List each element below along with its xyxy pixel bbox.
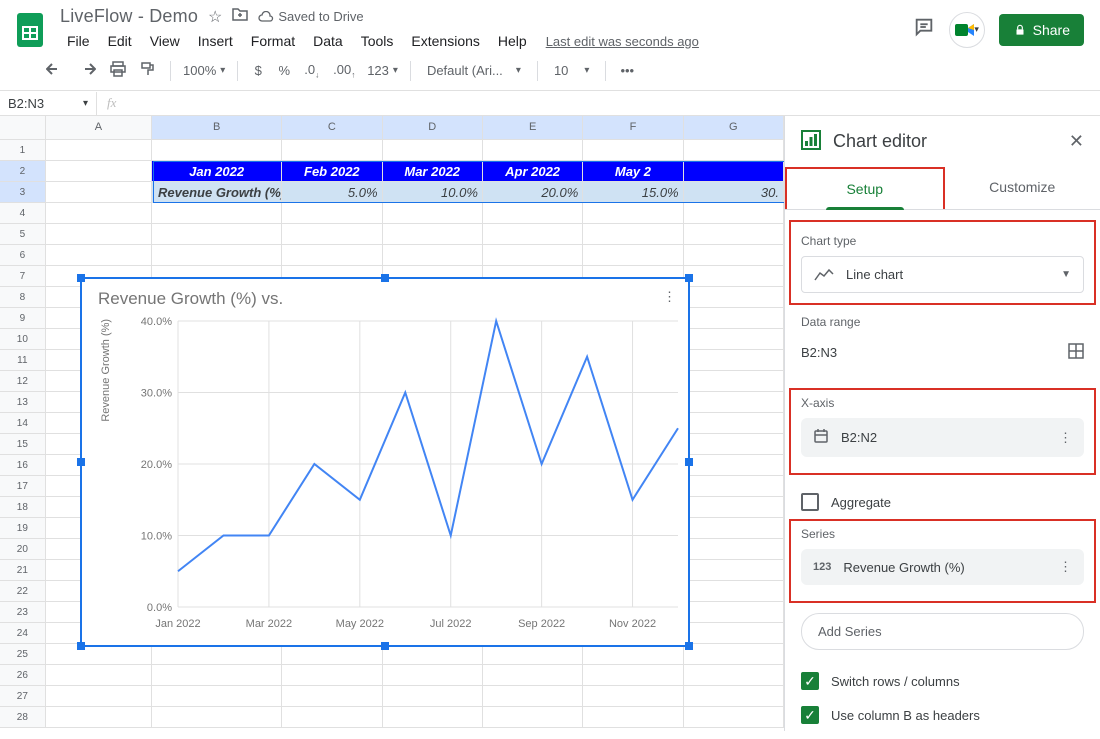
add-series-button[interactable]: Add Series: [801, 613, 1084, 650]
formula-bar: B2:N3▾ fx: [0, 91, 1100, 116]
x-axis-label: X-axis: [801, 396, 1084, 410]
series-pill[interactable]: 123 Revenue Growth (%) ⋮: [801, 549, 1084, 585]
toolbar: 100%▾ $ % .0↓ .00↑ 123▾ Default (Ari...▾…: [0, 53, 1100, 91]
sheets-logo-icon[interactable]: [10, 10, 50, 50]
chart-editor-icon: [801, 130, 821, 153]
format-dropdown[interactable]: 123▾: [363, 61, 402, 80]
data-range-label: Data range: [801, 315, 1084, 329]
menu-tools[interactable]: Tools: [354, 29, 401, 53]
svg-text:May 2022: May 2022: [336, 618, 384, 630]
meet-icon[interactable]: ▾: [949, 12, 985, 48]
panel-title: Chart editor: [833, 131, 1057, 152]
select-all-corner[interactable]: [0, 116, 46, 139]
x-axis-pill[interactable]: B2:N2 ⋮: [801, 418, 1084, 457]
font-size-dropdown[interactable]: 10▾: [546, 59, 598, 82]
col-header[interactable]: F: [583, 116, 683, 139]
close-icon[interactable]: ✕: [1069, 131, 1084, 152]
svg-text:30.0%: 30.0%: [141, 388, 172, 400]
chart-plot-area: 0.0% 10.0% 20.0% 30.0% 40.0% Jan 2022 Mar 2022…: [128, 317, 688, 635]
share-button[interactable]: Share: [999, 14, 1084, 46]
menu-help[interactable]: Help: [491, 29, 534, 53]
font-dropdown[interactable]: Default (Ari...▾: [419, 59, 529, 82]
grid-icon[interactable]: [1068, 343, 1084, 362]
calendar-icon: [813, 428, 829, 447]
tab-setup[interactable]: Setup: [785, 167, 945, 209]
col-header[interactable]: C: [282, 116, 382, 139]
redo-icon[interactable]: [72, 58, 102, 83]
star-icon[interactable]: ☆: [208, 7, 222, 27]
chart-title: Revenue Growth (%) vs.: [98, 289, 672, 309]
col-header[interactable]: D: [383, 116, 483, 139]
comments-icon[interactable]: [913, 16, 935, 44]
col-header[interactable]: A: [46, 116, 152, 139]
use-col-b-label: Use column B as headers: [831, 708, 980, 723]
menu-extensions[interactable]: Extensions: [404, 29, 486, 53]
use-col-b-checkbox[interactable]: ✓: [801, 706, 819, 724]
lock-icon: [1013, 23, 1027, 37]
svg-text:Jul 2022: Jul 2022: [430, 618, 472, 630]
menu-file[interactable]: File: [60, 29, 97, 53]
aggregate-label: Aggregate: [831, 495, 891, 510]
chart-editor-panel: Chart editor ✕ Setup Customize Chart typ…: [784, 116, 1100, 731]
fx-label: fx: [97, 91, 126, 115]
col-header[interactable]: B: [152, 116, 282, 139]
col-header[interactable]: G: [684, 116, 784, 139]
svg-text:0.0%: 0.0%: [147, 602, 172, 614]
menu-bar: File Edit View Insert Format Data Tools …: [60, 29, 903, 53]
zoom-dropdown[interactable]: 100%▾: [179, 61, 229, 80]
column-headers: A B C D E F G: [0, 116, 784, 140]
series-label: Series: [801, 527, 1084, 541]
cloud-icon: [258, 11, 274, 23]
line-chart-icon: [814, 268, 834, 282]
decrease-decimal-icon[interactable]: .0↓: [298, 58, 325, 84]
svg-text:40.0%: 40.0%: [141, 317, 172, 328]
percent-icon[interactable]: %: [272, 59, 296, 82]
chart-type-label: Chart type: [801, 234, 1084, 248]
number-icon: 123: [813, 561, 831, 573]
app-header: LiveFlow - Demo ☆ Saved to Drive File Ed…: [0, 0, 1100, 53]
chart-type-dropdown[interactable]: Line chart ▼: [801, 256, 1084, 293]
svg-text:20.0%: 20.0%: [141, 459, 172, 471]
tab-customize[interactable]: Customize: [945, 167, 1100, 209]
document-title[interactable]: LiveFlow - Demo: [60, 6, 198, 27]
more-toolbar-icon[interactable]: •••: [614, 59, 640, 82]
menu-edit[interactable]: Edit: [101, 29, 139, 53]
more-icon[interactable]: ⋮: [1059, 430, 1072, 446]
increase-decimal-icon[interactable]: .00↑: [327, 58, 361, 84]
menu-format[interactable]: Format: [244, 29, 302, 53]
chart-y-axis-label: Revenue Growth (%): [100, 319, 112, 422]
data-range-value[interactable]: B2:N3: [801, 345, 837, 360]
paint-format-icon[interactable]: [134, 57, 162, 84]
save-status: Saved to Drive: [258, 9, 363, 24]
last-edit-link[interactable]: Last edit was seconds ago: [546, 34, 699, 49]
chart-object[interactable]: ⋮ Revenue Growth (%) vs. Revenue Growth …: [80, 277, 690, 647]
svg-text:Mar 2022: Mar 2022: [246, 618, 292, 630]
switch-rows-label: Switch rows / columns: [831, 674, 960, 689]
svg-text:Sep 2022: Sep 2022: [518, 618, 565, 630]
svg-text:Nov 2022: Nov 2022: [609, 618, 656, 630]
name-box[interactable]: B2:N3▾: [0, 92, 97, 115]
more-icon[interactable]: ⋮: [1059, 559, 1072, 575]
col-header[interactable]: E: [483, 116, 583, 139]
svg-text:10.0%: 10.0%: [141, 531, 172, 543]
move-icon[interactable]: [232, 7, 248, 26]
spreadsheet[interactable]: A B C D E F G 12Jan 2022Feb 2022Mar 2022…: [0, 116, 784, 731]
switch-rows-checkbox[interactable]: ✓: [801, 672, 819, 690]
currency-icon[interactable]: $: [246, 59, 270, 82]
svg-text:Jan 2022: Jan 2022: [155, 618, 200, 630]
menu-view[interactable]: View: [143, 29, 187, 53]
undo-icon[interactable]: [40, 58, 70, 83]
chart-more-icon[interactable]: ⋮: [663, 289, 676, 305]
menu-data[interactable]: Data: [306, 29, 350, 53]
menu-insert[interactable]: Insert: [191, 29, 240, 53]
print-icon[interactable]: [104, 57, 132, 84]
aggregate-checkbox[interactable]: [801, 493, 819, 511]
